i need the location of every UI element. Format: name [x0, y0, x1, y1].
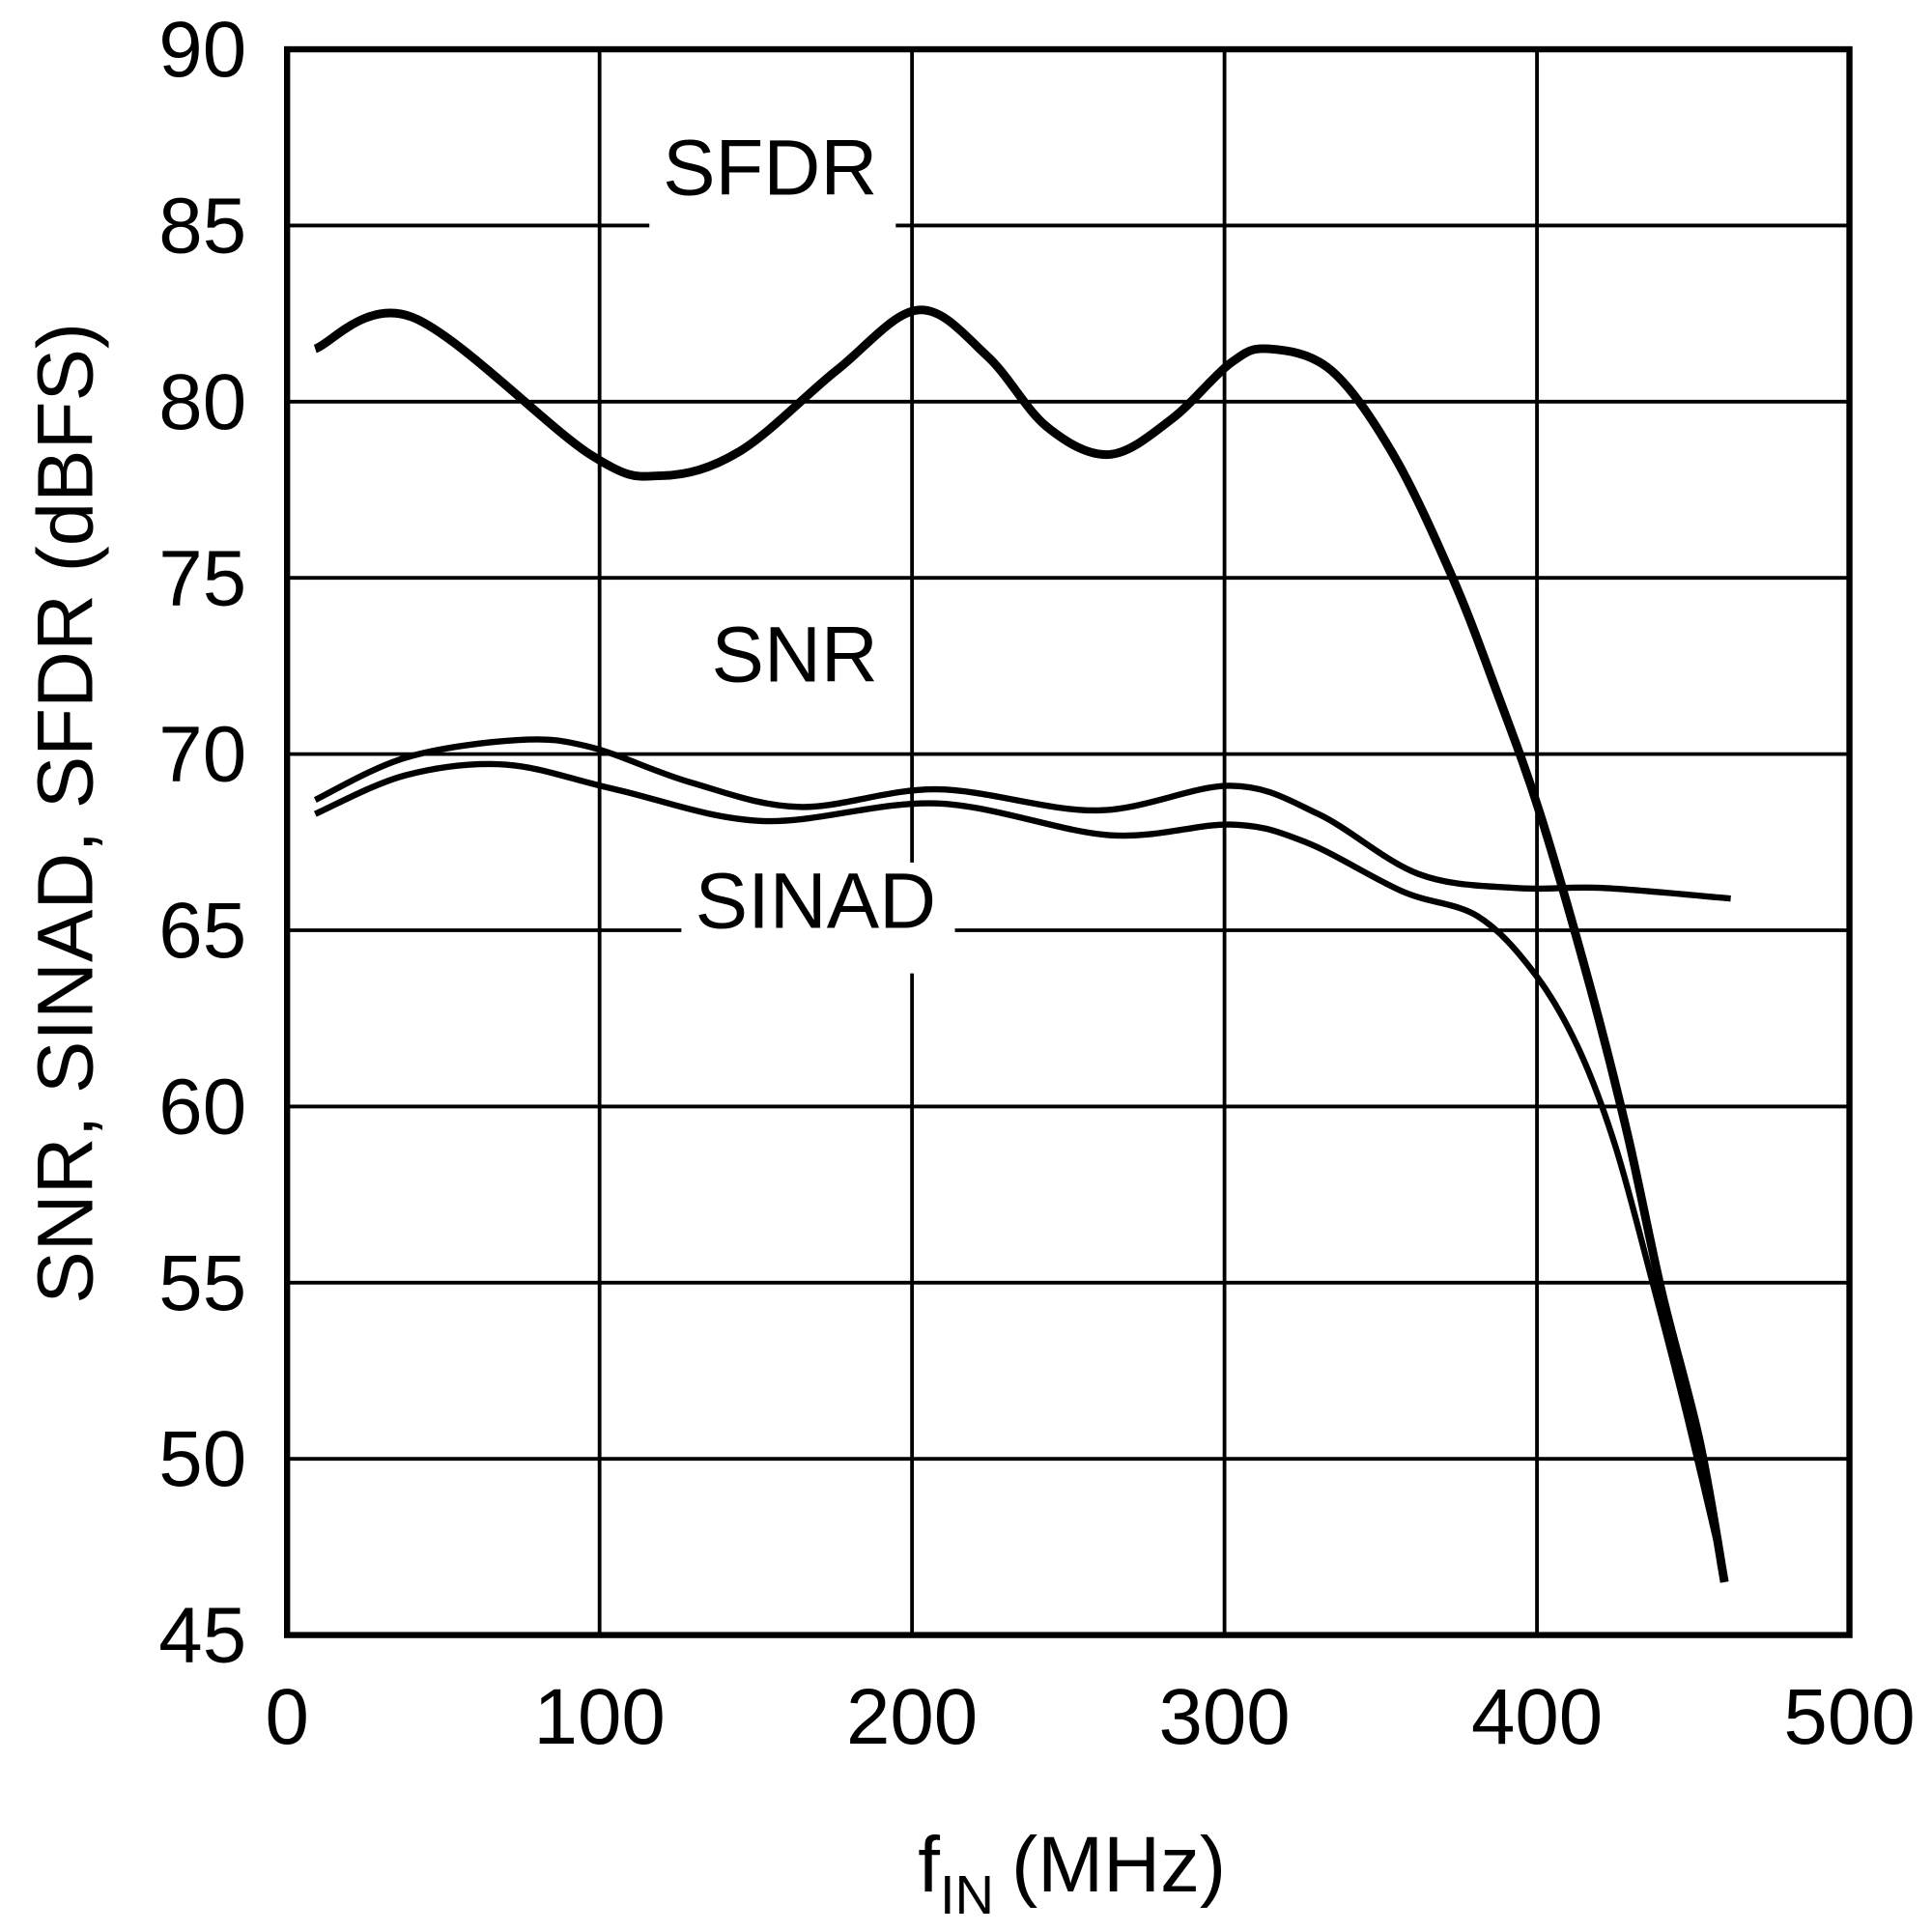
y-tick-label: 90	[158, 6, 246, 94]
y-tick-label: 75	[158, 534, 246, 622]
y-tick-label: 45	[158, 1592, 246, 1680]
x-tick-label: 200	[846, 1673, 978, 1761]
series-line-snr	[313, 736, 1731, 902]
x-axis-label: fIN (MHz)	[918, 1821, 1226, 1925]
series-lines	[313, 305, 1731, 1583]
y-tick-label: 85	[158, 182, 246, 270]
y-tick-label: 70	[158, 711, 246, 799]
x-tick-label: 500	[1783, 1673, 1915, 1761]
series-label-snr: SNR	[712, 611, 878, 698]
y-axis-label: SNR, SINAD, SFDR (dBFS)	[22, 323, 110, 1304]
plot-frame	[284, 45, 1853, 1638]
series-label-sfdr: SFDR	[663, 125, 877, 213]
y-tick-label: 50	[158, 1415, 246, 1503]
y-tick-label: 55	[158, 1239, 246, 1327]
grid	[284, 45, 1853, 1638]
series-labels: SFDR SNR SINAD	[649, 117, 955, 974]
y-tick-label: 65	[158, 887, 246, 975]
x-tick-label: 100	[534, 1673, 666, 1761]
series-line-sfdr	[313, 305, 1729, 1583]
series-line-sinad	[314, 760, 1728, 1577]
x-tick-label: 400	[1471, 1673, 1603, 1761]
y-tick-label: 60	[158, 1063, 246, 1151]
series-label-sinad: SINAD	[696, 857, 936, 945]
x-tick-label: 300	[1159, 1673, 1291, 1761]
y-tick-label: 80	[158, 358, 246, 446]
x-tick-label: 0	[265, 1673, 308, 1761]
tick-labels: 0 100 200 300 400 500 45 50 55 60 65 70 75 80 85 90	[158, 6, 1915, 1761]
